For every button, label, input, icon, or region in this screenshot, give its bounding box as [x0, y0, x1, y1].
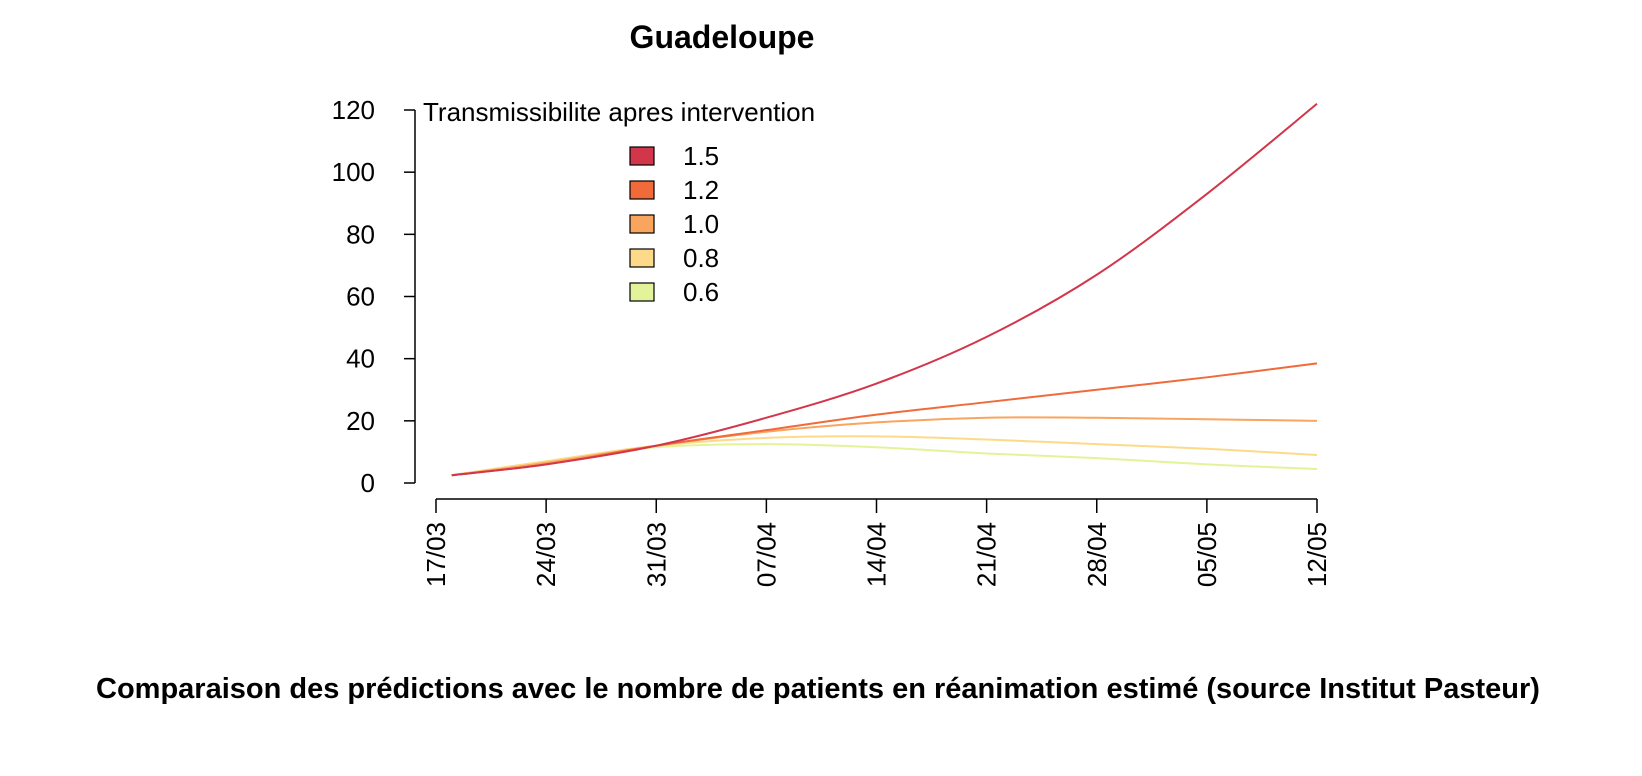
- series-lines: [451, 103, 1318, 477]
- legend-swatch: [629, 248, 655, 268]
- legend-label: 0.6: [683, 277, 719, 307]
- x-tick-label: 31/03: [641, 522, 671, 587]
- y-tick-label: 0: [361, 468, 375, 498]
- x-tick-label: 28/04: [1082, 522, 1112, 587]
- x-tick-label: 21/04: [972, 522, 1002, 587]
- y-tick-label: 80: [346, 219, 375, 249]
- y-tick-label: 20: [346, 406, 375, 436]
- x-tick-label: 17/03: [421, 522, 451, 587]
- x-tick-label: 05/05: [1192, 522, 1222, 587]
- legend: Transmissibilite apres intervention 1.5 1…: [423, 97, 815, 307]
- figure-caption: Comparaison des prédictions avec le nomb…: [96, 673, 1540, 705]
- legend-label: 1.5: [683, 141, 719, 171]
- y-tick-label: 100: [332, 157, 375, 187]
- y-ticks: 0 20 40 60 80 100 120: [332, 95, 415, 498]
- legend-label: 0.8: [683, 243, 719, 273]
- y-tick-label: 120: [332, 95, 375, 125]
- x-tick-label: 24/03: [531, 522, 561, 587]
- x-tick-label: 07/04: [751, 522, 781, 587]
- series-line-1-5: [451, 103, 1318, 477]
- legend-label: 1.0: [683, 209, 719, 239]
- legend-swatch: [629, 180, 655, 200]
- x-ticks: 17/03 24/03 31/03 07/04 14/04 21/04 28/04 05/05…: [421, 499, 1332, 587]
- chart-title: Guadeloupe: [630, 19, 815, 55]
- legend-swatch: [629, 282, 655, 302]
- x-tick-label: 12/05: [1302, 522, 1332, 587]
- x-tick-label: 14/04: [862, 522, 892, 587]
- legend-label: 1.2: [683, 175, 719, 205]
- legend-swatch: [629, 146, 655, 166]
- legend-title: Transmissibilite apres intervention: [423, 97, 815, 127]
- y-tick-label: 40: [346, 344, 375, 374]
- legend-swatch: [629, 214, 655, 234]
- y-tick-label: 60: [346, 282, 375, 312]
- chart: Guadeloupe 0 20 40 60 80 100 120 17/03 24/03 31/…: [332, 19, 1332, 587]
- series-line-1-0: [451, 416, 1318, 477]
- series-line-0-8: [451, 435, 1318, 477]
